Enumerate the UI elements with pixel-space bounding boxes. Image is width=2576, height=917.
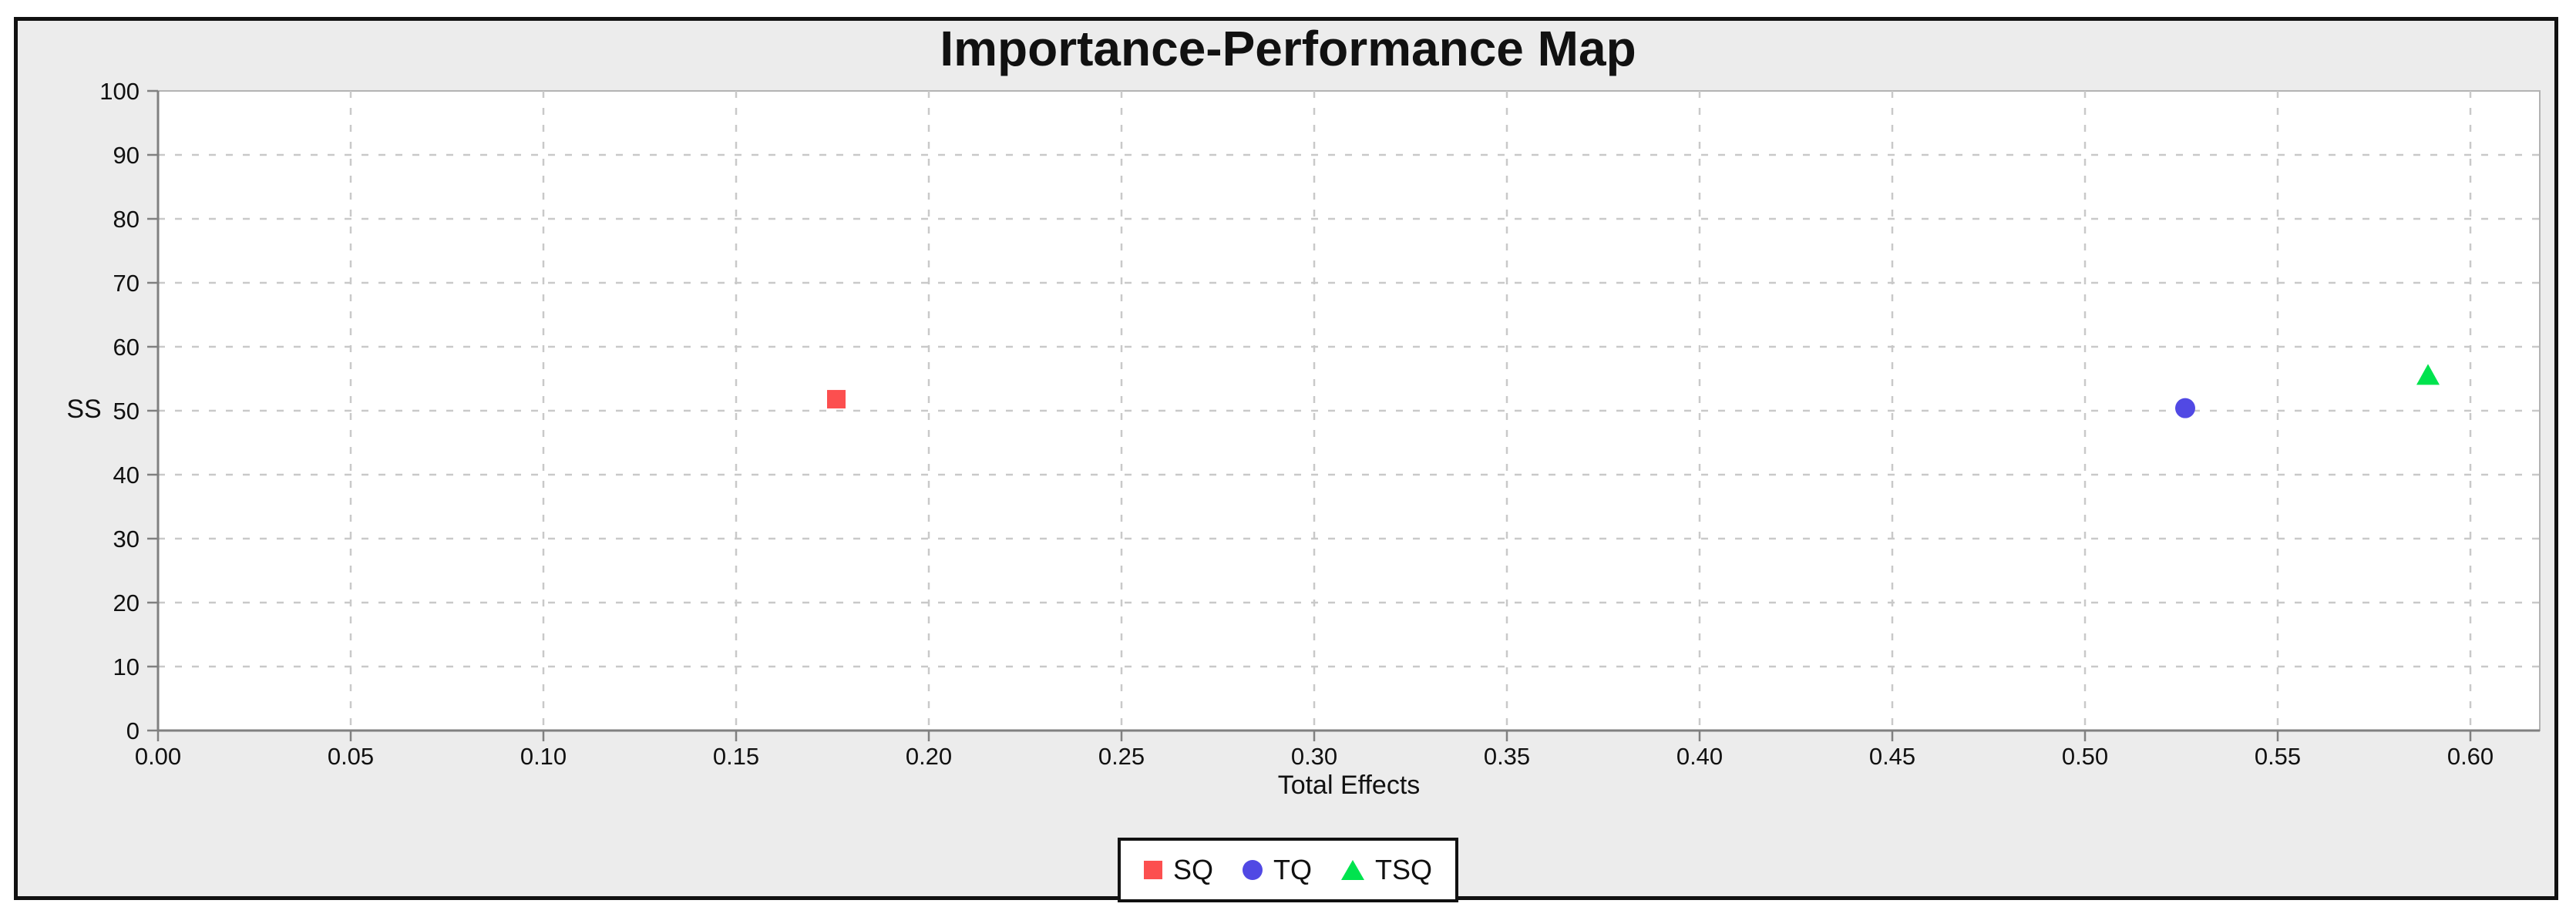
y-tick-label: 30 bbox=[113, 526, 140, 553]
x-tick-label: 0.00 bbox=[135, 743, 181, 770]
data-point-sq bbox=[827, 390, 846, 409]
x-tick-label: 0.45 bbox=[1869, 743, 1915, 770]
legend-item-sq: SQ bbox=[1143, 854, 1213, 886]
chart-title: Importance-Performance Map bbox=[940, 21, 1636, 76]
y-tick-label: 60 bbox=[113, 334, 140, 361]
x-tick-label: 0.25 bbox=[1098, 743, 1145, 770]
x-tick-label: 0.30 bbox=[1291, 743, 1337, 770]
legend-triangle-marker-icon bbox=[1341, 860, 1364, 880]
legend-item-tsq: TSQ bbox=[1341, 854, 1432, 886]
legend-label-tq: TQ bbox=[1273, 854, 1312, 885]
x-tick-label: 0.10 bbox=[520, 743, 567, 770]
y-axis-label: SS bbox=[66, 395, 102, 424]
x-tick-label: 0.55 bbox=[2255, 743, 2301, 770]
y-tick-label: 70 bbox=[113, 270, 140, 297]
x-tick-label: 0.50 bbox=[2062, 743, 2108, 770]
y-tick-label: 40 bbox=[113, 462, 140, 489]
legend: SQ TQ TSQ bbox=[1117, 838, 1459, 902]
x-tick-label: 0.60 bbox=[2447, 743, 2494, 770]
y-tick-label: 80 bbox=[113, 206, 140, 233]
y-tick-label: 90 bbox=[113, 142, 140, 169]
legend-square-marker-icon bbox=[1143, 861, 1162, 879]
x-tick-label: 0.05 bbox=[328, 743, 374, 770]
legend-circle-marker-icon bbox=[1243, 860, 1263, 880]
x-axis-label: Total Effects bbox=[1277, 771, 1421, 800]
legend-label-sq: SQ bbox=[1172, 854, 1213, 885]
legend-label-tsq: TSQ bbox=[1375, 854, 1433, 885]
data-point-tsq bbox=[2416, 364, 2440, 385]
data-point-tq bbox=[2175, 398, 2195, 418]
x-tick-label: 0.20 bbox=[906, 743, 952, 770]
y-tick-label: 100 bbox=[99, 78, 140, 105]
y-tick-label: 0 bbox=[126, 717, 140, 744]
y-tick-label: 10 bbox=[113, 653, 140, 680]
y-tick-label: 20 bbox=[113, 590, 140, 616]
legend-item-tq: TQ bbox=[1243, 854, 1312, 886]
x-tick-label: 0.15 bbox=[713, 743, 759, 770]
x-tick-label: 0.35 bbox=[1484, 743, 1530, 770]
y-tick-label: 50 bbox=[113, 398, 140, 425]
x-tick-label: 0.40 bbox=[1676, 743, 1723, 770]
